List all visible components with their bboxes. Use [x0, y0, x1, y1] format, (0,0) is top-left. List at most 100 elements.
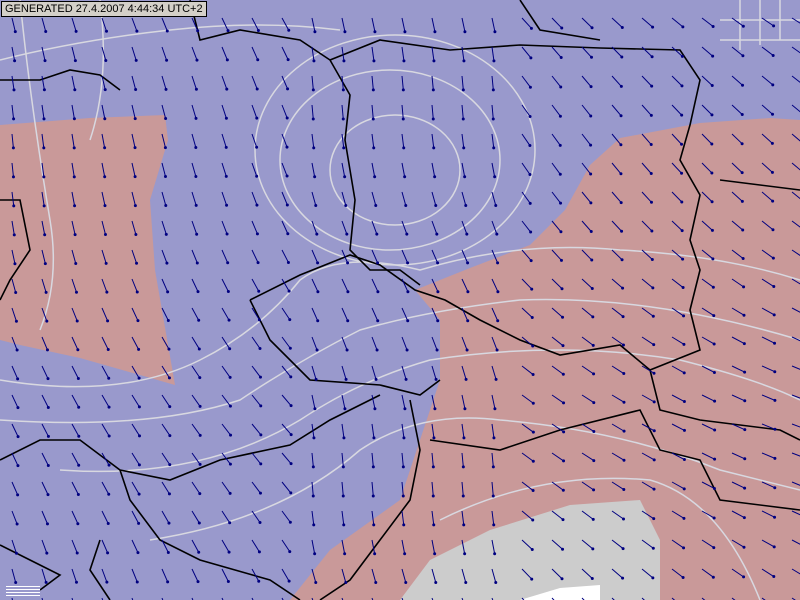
wind-arrow-icon — [281, 249, 290, 264]
wind-arrow-icon — [521, 17, 533, 30]
wind-arrow-icon — [461, 539, 467, 556]
wind-arrow-icon — [191, 191, 198, 207]
wind-arrow-icon — [731, 162, 744, 175]
wind-arrow-icon — [521, 191, 532, 205]
wind-arrow-icon — [131, 539, 140, 555]
wind-arrow-icon — [551, 423, 566, 434]
wind-arrow-icon — [341, 481, 345, 498]
wind-arrow-icon — [401, 423, 406, 440]
legend-icon[interactable] — [6, 585, 40, 597]
wind-arrow-field — [11, 17, 800, 600]
wind-arrow-icon — [791, 394, 800, 399]
wind-arrow-icon — [41, 336, 49, 352]
wind-arrow-icon — [701, 46, 715, 58]
wind-arrow-icon — [371, 568, 378, 584]
wind-arrow-icon — [521, 568, 534, 581]
wind-arrow-icon — [11, 539, 18, 555]
wind-arrow-icon — [641, 249, 654, 261]
wind-arrow-icon — [581, 278, 594, 290]
wind-arrow-icon — [11, 423, 20, 439]
wind-arrow-icon — [491, 249, 500, 265]
wind-arrow-icon — [551, 162, 562, 176]
wind-arrow-icon — [161, 162, 167, 179]
wind-arrow-icon — [461, 46, 466, 63]
wind-arrow-icon — [611, 249, 624, 262]
wind-arrow-icon — [761, 394, 777, 402]
wind-arrow-icon — [161, 75, 168, 91]
wind-arrow-icon — [641, 423, 656, 433]
wind-arrow-icon — [341, 133, 346, 150]
wind-arrow-icon — [731, 75, 745, 87]
wind-arrow-icon — [191, 17, 200, 33]
wind-arrow-icon — [461, 510, 466, 527]
wind-arrow-icon — [191, 510, 201, 525]
wind-arrow-icon — [11, 336, 19, 352]
wind-arrow-icon — [521, 133, 532, 148]
wind-arrow-icon — [491, 539, 497, 556]
wind-arrow-icon — [731, 278, 746, 289]
wind-arrow-icon — [191, 539, 201, 554]
wind-arrow-icon — [161, 423, 172, 438]
wind-arrow-icon — [791, 539, 800, 545]
wind-arrow-icon — [761, 307, 776, 317]
wind-arrow-icon — [521, 307, 534, 320]
wind-arrow-icon — [221, 220, 229, 236]
wind-arrow-icon — [221, 510, 232, 525]
wind-arrow-icon — [641, 365, 656, 375]
wind-arrow-icon — [791, 568, 800, 575]
wind-arrow-icon — [11, 452, 20, 468]
wind-arrow-icon — [431, 394, 437, 411]
high-region-south — [400, 500, 660, 600]
wind-arrow-icon — [161, 510, 171, 525]
wind-arrow-icon — [221, 568, 230, 583]
wind-arrow-icon — [131, 510, 141, 525]
warm-region-east — [290, 118, 800, 600]
wind-arrow-icon — [251, 452, 263, 466]
wind-arrow-icon — [71, 278, 78, 294]
wind-arrow-icon — [221, 394, 232, 408]
wind-arrow-icon — [41, 162, 46, 179]
wind-arrow-icon — [731, 133, 744, 146]
wind-arrow-icon — [311, 46, 316, 63]
wind-arrow-icon — [461, 307, 470, 323]
wind-arrow-icon — [281, 394, 293, 408]
wind-arrow-icon — [191, 481, 202, 496]
wind-arrow-icon — [251, 133, 259, 149]
wind-arrow-icon — [701, 133, 714, 146]
wind-arrow-icon — [161, 191, 168, 207]
wind-arrow-icon — [521, 104, 532, 118]
wind-arrow-icon — [311, 336, 319, 352]
wind-arrow-icon — [461, 104, 465, 121]
wind-arrow-icon — [731, 481, 747, 490]
wind-arrow-icon — [101, 133, 107, 150]
wind-arrow-icon — [581, 539, 595, 551]
wind-arrow-icon — [11, 104, 16, 121]
wind-arrow-icon — [731, 394, 747, 403]
wind-arrow-icon — [641, 278, 655, 290]
wind-arrow-icon — [401, 162, 407, 179]
wind-arrow-icon — [671, 307, 686, 318]
wind-arrow-icon — [431, 336, 439, 352]
wind-arrow-icon — [611, 278, 625, 290]
wind-arrow-icon — [431, 133, 436, 150]
wind-arrow-icon — [401, 249, 410, 265]
wind-arrow-icon — [431, 220, 439, 236]
wind-arrow-icon — [581, 46, 594, 59]
wind-arrow-icon — [161, 568, 170, 584]
wind-arrow-icon — [791, 423, 800, 428]
wind-arrow-icon — [791, 481, 800, 486]
wind-arrow-icon — [581, 162, 593, 176]
wind-arrow-icon — [761, 162, 774, 174]
wind-arrow-icon — [641, 452, 656, 462]
wind-arrow-icon — [491, 191, 498, 207]
wind-arrow-icon — [281, 133, 289, 149]
wind-arrow-icon — [641, 104, 653, 117]
wind-arrow-icon — [581, 75, 593, 89]
wind-arrow-icon — [281, 220, 290, 236]
wind-arrow-icon — [41, 452, 50, 467]
wind-arrow-icon — [461, 17, 467, 34]
wind-arrow-icon — [551, 568, 564, 581]
wind-arrow-icon — [11, 249, 17, 266]
wind-arrow-icon — [641, 336, 656, 347]
wind-arrow-icon — [791, 278, 800, 285]
